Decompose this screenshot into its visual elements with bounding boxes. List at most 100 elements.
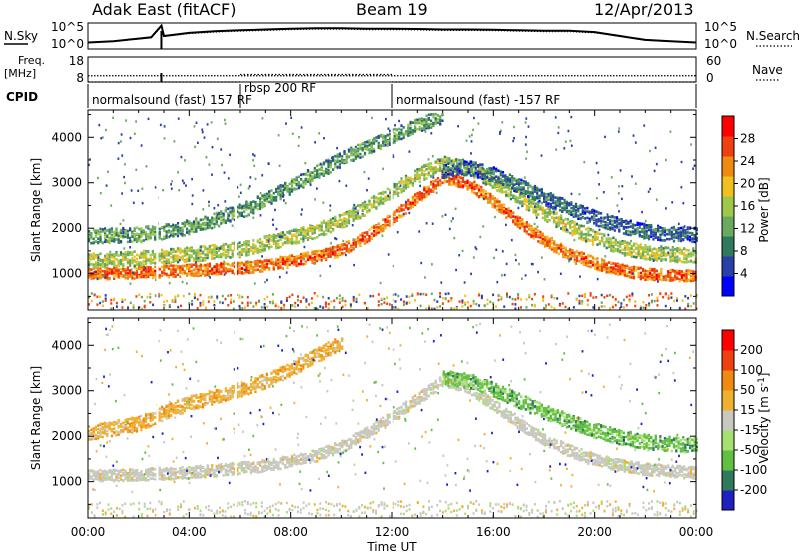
power-cell — [368, 141, 371, 145]
power-cell — [544, 238, 547, 242]
power-cell — [607, 271, 610, 274]
power-cell — [505, 190, 508, 193]
power-cell — [183, 234, 186, 237]
power-cell — [523, 202, 526, 206]
power-cell — [345, 220, 348, 224]
power-cell — [418, 169, 421, 172]
power-cell — [386, 223, 389, 227]
power-cell — [151, 233, 154, 236]
power-cell — [632, 248, 636, 252]
power-cell — [350, 153, 353, 157]
power-cell — [195, 259, 198, 262]
power-cell — [384, 138, 387, 141]
power-cell — [498, 206, 501, 209]
power-cell — [163, 260, 166, 263]
power-cell — [484, 193, 487, 197]
power-cell — [286, 262, 289, 265]
power-cell — [99, 230, 102, 234]
power-cell — [284, 260, 287, 264]
power-cell — [578, 226, 581, 230]
power-cell — [240, 267, 243, 270]
power-cell — [99, 267, 102, 271]
power-cell — [288, 191, 291, 194]
power-cell — [322, 170, 325, 173]
power-cell — [368, 139, 371, 142]
power-cell — [496, 198, 499, 201]
power-cell — [635, 252, 638, 255]
power-cell — [601, 238, 604, 241]
power-cell — [689, 251, 693, 255]
power-cell — [516, 200, 519, 204]
power-cell — [425, 177, 428, 180]
power-cell — [94, 256, 97, 259]
power-cell — [318, 226, 321, 230]
power-cell — [601, 263, 604, 266]
power-cell — [104, 274, 107, 278]
power-cell — [496, 189, 499, 192]
power-cell — [484, 190, 487, 193]
power-cell — [279, 231, 282, 235]
power-cell — [498, 184, 501, 188]
power-cell — [158, 233, 161, 236]
power-cell — [220, 222, 223, 225]
power-cell — [176, 249, 180, 253]
power-cell — [655, 277, 658, 281]
power-cell — [272, 191, 275, 195]
power-cell — [375, 136, 378, 139]
power-cell — [507, 192, 510, 195]
power-cell — [313, 166, 316, 170]
power-cell — [288, 231, 291, 234]
power-cell — [637, 271, 640, 275]
power-cell — [165, 232, 168, 235]
power-cell — [202, 218, 205, 221]
power-cell — [546, 238, 549, 241]
power-cell — [623, 252, 626, 255]
power-cell — [637, 274, 640, 277]
power-cell — [170, 264, 173, 267]
power-cell — [115, 251, 118, 255]
power-cell — [192, 222, 196, 225]
power-cell — [106, 256, 109, 259]
power-cell — [245, 245, 248, 248]
power-cell — [548, 212, 551, 216]
power-cell — [338, 225, 341, 229]
power-cell — [172, 264, 175, 268]
power-cell — [108, 261, 111, 265]
power-cell — [347, 216, 351, 219]
power-cell — [475, 194, 478, 197]
power-cell — [208, 245, 211, 248]
power-cell — [306, 177, 310, 181]
power-cell — [516, 225, 519, 228]
power-cell — [516, 219, 519, 223]
power-cell — [117, 270, 120, 273]
power-cell — [402, 189, 405, 193]
power-cell — [211, 272, 214, 275]
power-cell — [477, 190, 481, 193]
power-cell — [113, 271, 116, 274]
power-cell — [377, 146, 380, 149]
power-cell — [252, 208, 255, 212]
power-cell — [309, 172, 312, 175]
power-cell — [256, 207, 259, 211]
power-cell — [245, 260, 248, 264]
power-cell — [420, 196, 424, 200]
power-cell — [204, 272, 207, 275]
power-cell — [108, 238, 111, 241]
power-cell — [341, 222, 344, 225]
power-cell — [416, 196, 419, 200]
power-cell — [202, 264, 205, 268]
power-cell — [304, 262, 307, 265]
power-cell — [532, 211, 535, 214]
power-cell — [158, 227, 161, 231]
power-cell — [140, 256, 143, 259]
power-cell — [270, 189, 273, 192]
power-cell — [338, 159, 341, 163]
power-cell — [300, 253, 303, 256]
power-cell — [382, 139, 385, 142]
power-cell — [475, 164, 478, 168]
power-cell — [300, 173, 303, 177]
power-cell — [555, 225, 558, 229]
power-cell — [389, 132, 392, 136]
power-cell — [518, 216, 522, 219]
power-cell — [487, 201, 490, 204]
